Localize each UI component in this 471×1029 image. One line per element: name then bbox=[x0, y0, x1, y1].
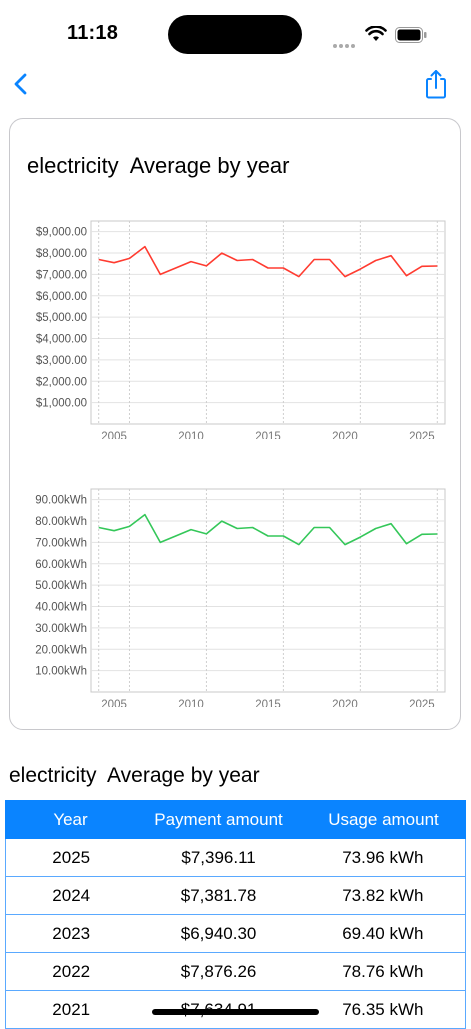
cell-usage: 69.40 kWh bbox=[342, 923, 424, 943]
x-tick-label: 2025 bbox=[409, 431, 435, 439]
signal-icon bbox=[333, 35, 357, 53]
x-tick-label: 2020 bbox=[332, 431, 358, 439]
y-tick-label: $9,000.00 bbox=[36, 227, 87, 239]
card-title: electricity Average by year bbox=[27, 153, 290, 178]
x-tick-label: 2015 bbox=[255, 699, 281, 707]
table-row: 2023 $6,940.30 69.40 kWh bbox=[5, 915, 466, 953]
cell-usage: 73.82 kWh bbox=[342, 885, 424, 905]
y-tick-label: 40.00kWh bbox=[35, 602, 87, 614]
y-tick-label: $5,000.00 bbox=[36, 312, 87, 324]
status-time: 11:18 bbox=[67, 22, 119, 44]
wifi-icon bbox=[365, 26, 387, 41]
navigation-bar bbox=[0, 62, 471, 106]
section-title: electricity Average by year bbox=[9, 764, 260, 787]
status-bar: 11:18 bbox=[0, 0, 471, 70]
cell-year: 2024 bbox=[52, 885, 91, 905]
cell-year: 2023 bbox=[52, 923, 91, 943]
battery-icon bbox=[395, 27, 427, 43]
x-tick-label: 2010 bbox=[178, 431, 204, 439]
y-tick-label: 30.00kWh bbox=[35, 623, 87, 635]
y-tick-label: $1,000.00 bbox=[36, 398, 87, 410]
y-tick-label: 80.00kWh bbox=[35, 516, 87, 528]
cell-payment: $7,396.11 bbox=[181, 847, 256, 867]
cell-usage: 78.76 kWh bbox=[342, 961, 424, 981]
payment-line-chart: $9,000.00 $8,000.00 $7,000.00 $6,000.00 $5,0… bbox=[36, 220, 446, 439]
x-tick-label: 2005 bbox=[101, 699, 127, 707]
y-tick-label: 90.00kWh bbox=[35, 495, 87, 507]
header-usage: Usage amount bbox=[328, 809, 439, 829]
usage-line-chart: 90.00kWh 80.00kWh 70.00kWh 60.00kWh 50.00kWh… bbox=[35, 488, 446, 707]
plot-frame bbox=[90, 488, 446, 693]
payment-series-line bbox=[98, 245, 438, 278]
y-tick-label: 10.00kWh bbox=[35, 666, 87, 678]
home-indicator bbox=[152, 1009, 319, 1015]
chevron-left-icon bbox=[14, 73, 27, 95]
y-tick-label: $4,000.00 bbox=[36, 334, 87, 346]
cell-year: 2021 bbox=[52, 999, 91, 1019]
table-row: 2024 $7,381.78 73.82 kWh bbox=[5, 877, 466, 915]
x-tick-label: 2015 bbox=[255, 431, 281, 439]
header-year: Year bbox=[53, 809, 88, 829]
table-row: 2022 $7,876.26 78.76 kWh bbox=[5, 953, 466, 991]
plot-frame bbox=[90, 220, 446, 425]
cell-year: 2025 bbox=[52, 847, 91, 867]
back-button[interactable] bbox=[8, 68, 36, 100]
y-tick-label: 20.00kWh bbox=[35, 644, 87, 656]
x-tick-label: 2020 bbox=[332, 699, 358, 707]
table-row: 2025 $7,396.11 73.96 kWh bbox=[5, 839, 466, 877]
y-tick-label: 60.00kWh bbox=[35, 559, 87, 571]
header-payment: Payment amount bbox=[154, 809, 283, 829]
average-table: Year Payment amount Usage amount 2025 $7… bbox=[5, 800, 466, 1029]
cell-year: 2022 bbox=[52, 961, 91, 981]
y-tick-label: $3,000.00 bbox=[36, 355, 87, 367]
usage-series-line bbox=[98, 513, 438, 546]
cell-payment: $6,940.30 bbox=[180, 923, 257, 943]
y-tick-label: 50.00kWh bbox=[35, 580, 87, 592]
y-tick-label: $2,000.00 bbox=[36, 376, 87, 388]
y-tick-label: $8,000.00 bbox=[36, 248, 87, 260]
y-tick-label: 70.00kWh bbox=[35, 537, 87, 549]
cell-payment: $7,381.78 bbox=[180, 885, 257, 905]
chart-card: electricity Average by year $9,000.00 $8,… bbox=[9, 118, 461, 730]
share-button[interactable] bbox=[422, 66, 450, 102]
x-tick-label: 2025 bbox=[409, 699, 435, 707]
dynamic-island bbox=[168, 15, 302, 54]
y-tick-label: $6,000.00 bbox=[36, 291, 87, 303]
x-tick-label: 2005 bbox=[101, 431, 127, 439]
share-icon bbox=[426, 70, 446, 99]
table-header: Year Payment amount Usage amount bbox=[5, 800, 466, 839]
cell-payment: $7,876.26 bbox=[180, 961, 257, 981]
y-tick-label: $7,000.00 bbox=[36, 269, 87, 281]
x-tick-label: 2010 bbox=[178, 699, 204, 707]
cell-usage: 76.35 kWh bbox=[342, 999, 424, 1019]
cell-usage: 73.96 kWh bbox=[342, 847, 424, 867]
